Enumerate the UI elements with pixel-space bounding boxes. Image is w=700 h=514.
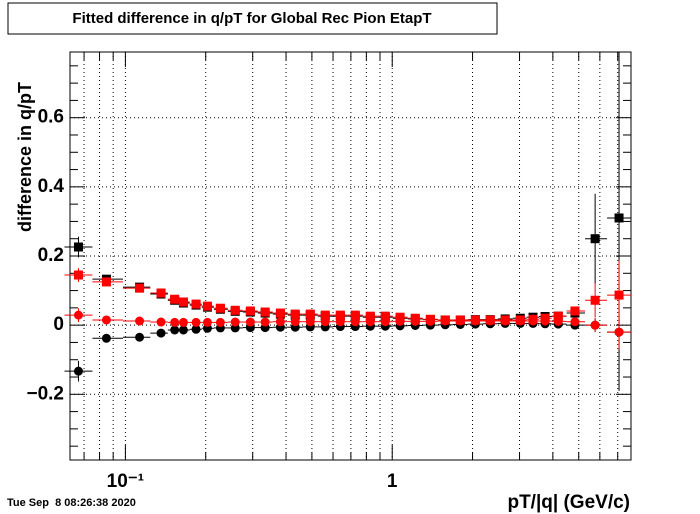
marker-circle [170,325,180,335]
timestamp: Tue Sep 8 08:26:38 2020 [7,497,136,509]
marker-square [614,213,624,223]
marker-square [230,305,240,315]
marker-square [245,306,255,316]
marker-square [335,310,345,320]
marker-circle [305,317,315,327]
marker-circle [191,324,201,334]
marker-square [215,303,225,313]
marker-square [540,313,550,323]
marker-square [470,315,480,325]
marker-circle [191,317,201,327]
marker-square [290,309,300,319]
marker-square [101,277,111,287]
x-axis-label: pT/|q| (GeV/c) [507,492,630,513]
marker-circle [156,328,166,338]
marker-square [156,288,166,298]
title-box [7,2,498,35]
marker-square [515,315,525,325]
marker-square [410,313,420,323]
marker-square [553,311,563,321]
marker-square [305,309,315,319]
marker-square [191,299,201,309]
marker-square [590,234,600,244]
marker-square [425,314,435,324]
y-tick-label: −0.2 [26,383,64,404]
marker-circle [230,317,240,327]
chart-title: Fitted difference in q/pT for Global Rec… [72,10,431,27]
marker-circle [590,320,600,330]
marker-circle [570,317,580,327]
marker-square [320,310,330,320]
marker-circle [202,317,212,327]
marker-square [395,312,405,322]
marker-square [590,295,600,305]
marker-square [500,315,510,325]
marker-square [614,290,624,300]
marker-circle [156,317,166,327]
marker-circle [178,317,188,327]
marker-circle [275,317,285,327]
marker-square [365,311,375,321]
marker-circle [245,317,255,327]
marker-square [350,310,360,320]
y-tick-label: 0.2 [38,245,64,266]
marker-square [528,314,538,324]
x-tick-label: 10⁻¹ [107,471,145,492]
marker-circle [135,316,145,326]
marker-square [260,307,270,317]
marker-circle [73,310,83,320]
marker-circle [178,325,188,335]
marker-square [380,311,390,321]
marker-square [440,315,450,325]
y-tick-label: 0.6 [38,107,64,128]
marker-square [73,242,83,252]
marker-circle [290,317,300,327]
marker-circle [101,333,111,343]
marker-square [73,270,83,280]
marker-circle [614,327,624,337]
marker-square [455,315,465,325]
marker-circle [135,332,145,342]
marker-square [570,306,580,316]
marker-circle [73,366,83,376]
marker-square [170,294,180,304]
marker-circle [215,317,225,327]
marker-square [178,297,188,307]
marker-circle [101,315,111,325]
y-tick-label: 0 [53,314,64,335]
marker-square [135,283,145,293]
plot-frame [69,51,632,461]
marker-circle [170,317,180,327]
marker-square [275,308,285,318]
x-tick-label: 1 [387,471,398,492]
marker-square [202,301,212,311]
marker-square [485,315,495,325]
marker-circle [260,317,270,327]
y-tick-label: 0.4 [38,176,65,197]
y-axis-label: difference in q/pT [15,82,35,232]
